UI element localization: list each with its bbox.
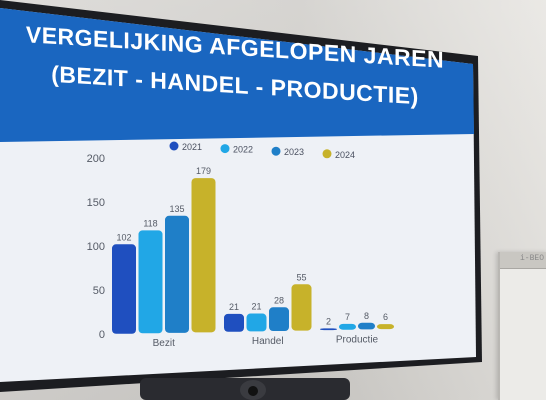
bar-handel-2021 — [224, 313, 244, 332]
legend-label-2023: 2023 — [284, 147, 304, 157]
bar-handel-2023 — [269, 307, 289, 331]
data-label-productie-2021: 2 — [326, 316, 331, 326]
bar-productie-2024 — [377, 324, 394, 330]
x-category-label-handel: Handel — [252, 336, 284, 347]
legend-label-2021: 2021 — [182, 142, 202, 152]
bar-productie-2023 — [358, 322, 375, 330]
bar-bezit-2023 — [165, 215, 189, 333]
flipchart — [498, 252, 546, 400]
x-category-label-productie: Productie — [336, 335, 379, 346]
data-label-bezit-2021: 102 — [116, 232, 131, 242]
x-category-label-bezit: Bezit — [153, 338, 175, 349]
flipchart-label: i-BEO — [520, 254, 545, 263]
bars-group: 102 118 135 179 21 21 28 55 2 7 8 6 — [112, 166, 394, 334]
legend-marker-2024 — [322, 149, 332, 159]
flipchart-header — [500, 252, 546, 269]
bar-handel-2022 — [246, 313, 267, 332]
data-label-bezit-2024: 179 — [196, 166, 211, 176]
y-tick-label: 200 — [87, 153, 105, 165]
data-label-productie-2023: 8 — [364, 311, 369, 321]
bar-bezit-2021 — [112, 244, 136, 334]
y-axis: 0 50 100 150 200 — [87, 153, 105, 341]
data-label-productie-2022: 7 — [345, 312, 350, 322]
chart-legend: 2021 2022 2023 2024 — [169, 141, 355, 160]
bar-productie-2021 — [320, 328, 337, 331]
legend-label-2024: 2024 — [335, 150, 355, 160]
data-label-handel-2021: 21 — [229, 302, 239, 312]
bar-handel-2024 — [291, 284, 312, 331]
bar-productie-2022 — [339, 323, 356, 330]
data-label-handel-2022: 21 — [251, 302, 261, 312]
legend-label-2022: 2022 — [233, 145, 253, 155]
data-label-bezit-2023: 135 — [169, 204, 184, 214]
y-tick-label: 0 — [99, 329, 105, 341]
data-label-productie-2024: 6 — [383, 312, 388, 322]
y-tick-label: 100 — [87, 241, 105, 253]
data-label-bezit-2022: 118 — [143, 218, 157, 228]
data-label-handel-2023: 28 — [274, 295, 284, 305]
bar-bezit-2022 — [138, 230, 163, 334]
legend-marker-2022 — [220, 144, 230, 154]
legend-marker-2023 — [271, 146, 281, 156]
data-label-handel-2024: 55 — [296, 272, 306, 282]
bar-bezit-2024 — [191, 178, 216, 333]
legend-marker-2021 — [169, 141, 179, 151]
x-axis: Bezit Handel Productie — [153, 335, 379, 349]
y-tick-label: 150 — [87, 197, 105, 209]
camera-lens — [248, 386, 258, 396]
y-tick-label: 50 — [93, 285, 105, 297]
